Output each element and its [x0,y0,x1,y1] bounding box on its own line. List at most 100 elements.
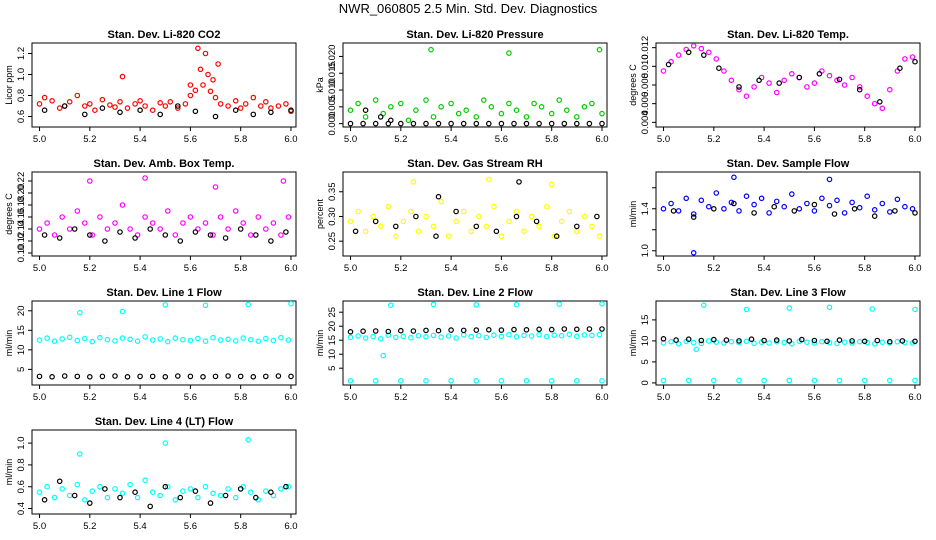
data-point-subset [523,326,530,333]
data-point-all [89,338,96,345]
data-point-subset [253,232,259,238]
data-point-subset [372,328,379,334]
data-point-subset [548,326,555,333]
y-tick-label: 15 [16,325,27,336]
data-point-all [112,338,118,344]
data-point-all [187,486,194,492]
panel-stan-dev-line-1-flow: Stan. Dev. Line 1 Flow 5.0 5.2 5.4 5.6 5.8 6.0… [4,287,298,403]
y-tick-label: 0.020 [327,45,338,69]
data-point-all [521,228,527,235]
data-point-all [347,218,354,225]
data-point-subset [731,200,737,207]
data-point-all [894,338,901,345]
data-point-subset [776,80,783,86]
data-point-subset [460,327,467,334]
data-point-subset [516,179,522,185]
data-point-all [280,178,287,184]
data-point-subset [237,226,244,232]
data-point-subset [773,337,780,343]
data-point-all [415,228,422,235]
data-point-all [506,218,512,225]
data-point-subset [212,373,219,380]
data-point-all [781,203,788,210]
x-tick-label: 5.8 [234,134,247,145]
data-point-subset [435,327,442,334]
data-point-all [212,184,219,190]
x-tick-label: 5.0 [657,392,670,403]
data-point-all [448,100,454,107]
data-point-subset [912,58,918,65]
x-tick-label: 5.4 [134,263,147,274]
data-point-subset [347,120,354,127]
x-tick-label: 5.6 [808,134,821,145]
data-point-all [786,305,793,311]
data-point-all [705,203,712,210]
x-tick-label: 5.0 [33,134,46,145]
data-point-subset [473,327,480,333]
y-tick-label: 0.015 [327,61,338,85]
data-point-all [347,377,354,384]
data-point-all [119,308,126,315]
data-point-all [262,99,269,105]
data-point-all [202,220,209,226]
data-point-all [97,214,103,220]
data-point-all [217,337,224,343]
data-point-all [675,340,682,347]
data-point-all [531,100,537,107]
data-point-subset [387,117,394,124]
data-point-all [370,333,377,340]
data-point-all [137,98,143,104]
data-point-all [710,377,717,384]
data-point-all [408,334,414,341]
data-point-all [172,496,179,503]
data-point-subset [41,107,48,114]
data-point-all [596,46,603,53]
x-tick-label: 5.8 [234,263,247,274]
data-point-subset [177,494,184,501]
x-tick-label: 6.0 [908,392,921,403]
data-point-all [237,105,244,111]
data-point-all [781,77,788,84]
data-point-all [480,97,487,103]
data-point-subset [187,373,194,380]
data-point-all [423,213,429,220]
data-point-all [453,335,459,341]
data-point-subset [851,206,858,212]
data-point-subset [498,120,505,127]
data-point-all [59,336,66,342]
data-point-subset [548,120,555,127]
data-point-subset [485,120,492,127]
y-axis-label: ml/min [315,330,325,357]
x-tick-label: 5.2 [83,263,96,274]
data-point-subset [74,373,81,380]
data-point-all [804,200,810,207]
data-point-all [77,451,83,457]
data-point-all [573,377,580,384]
data-point-all [423,97,429,103]
data-point-subset [362,107,369,114]
data-point-all [392,233,399,240]
data-point-subset [385,328,392,335]
data-point-subset [511,120,517,127]
data-point-all [278,486,284,492]
data-point-all [909,54,916,60]
data-point-all [861,377,868,384]
data-point-all [117,99,123,105]
data-point-all [871,207,878,213]
data-point-all [74,481,81,488]
data-point-all [902,56,908,62]
data-point-all [119,202,126,208]
data-point-all [372,377,379,384]
data-point-subset [82,111,88,118]
data-point-all [270,337,277,344]
panel-stan-dev-li-820-temp: Stan. Dev. Li-820 Temp. 5.0 5.2 5.4 5.6 5.8 6.… [628,29,922,145]
data-point-all [468,333,475,340]
data-point-all [400,333,407,340]
y-tick-label: 0.30 [327,207,338,226]
data-point-subset [586,120,593,127]
data-point-subset [283,229,289,235]
data-point-all [804,339,810,346]
data-point-subset [410,328,417,334]
data-point-all [506,100,512,107]
data-point-all [736,86,742,93]
